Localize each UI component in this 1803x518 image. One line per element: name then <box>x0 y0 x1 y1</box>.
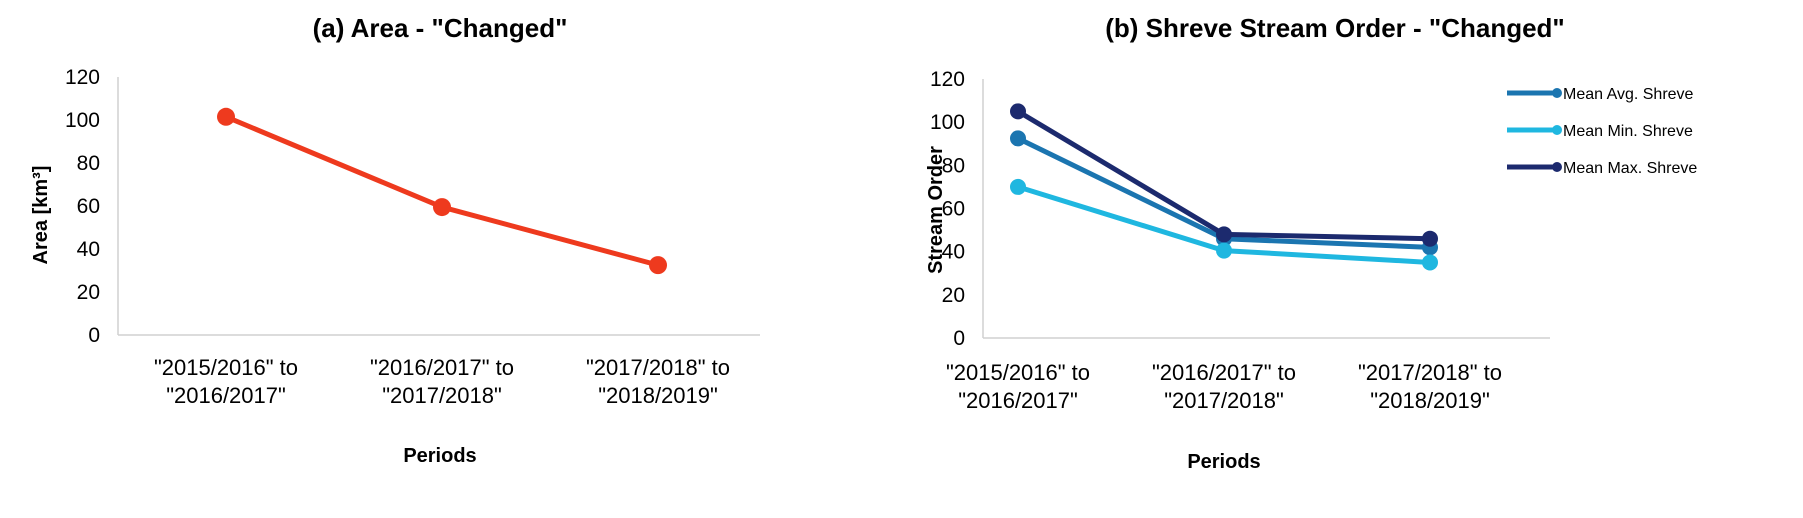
y-tick-label: 40 <box>77 238 100 261</box>
y-tick-label: 80 <box>942 154 965 177</box>
y-tick-label: 100 <box>65 109 100 132</box>
data-point <box>433 198 451 217</box>
data-point <box>1422 254 1438 271</box>
data-point <box>1216 242 1232 259</box>
x-category-label: "2017/2018" to <box>1358 360 1502 385</box>
x-category-label: "2018/2019" <box>598 383 718 408</box>
y-tick-label: 20 <box>77 281 100 304</box>
data-point <box>1010 178 1026 195</box>
y-tick-label: 120 <box>65 66 100 89</box>
x-axis-label: Periods <box>403 445 476 467</box>
y-tick-label: 40 <box>942 241 965 264</box>
legend-swatch-marker <box>1552 88 1562 98</box>
x-category-label: "2016/2017" to <box>1152 360 1296 385</box>
legend-entry: Mean Max. Shreve <box>1563 160 1697 177</box>
data-point <box>1422 230 1438 247</box>
shreve-line-chart: (b) Shreve Stream Order - "Changed" Stre… <box>925 13 1697 473</box>
data-point <box>1216 226 1232 243</box>
x-axis-label: Periods <box>1187 451 1260 473</box>
y-tick-label: 20 <box>942 284 965 307</box>
x-category-label: "2018/2019" <box>1370 388 1490 413</box>
series-line <box>223 114 661 268</box>
data-point <box>217 107 235 126</box>
y-tick-label: 120 <box>930 68 965 91</box>
chart-title: (b) Shreve Stream Order - "Changed" <box>1105 13 1565 43</box>
y-axis-label: Area [km³] <box>30 166 52 265</box>
y-tick-label: 80 <box>77 152 100 175</box>
legend-swatch-marker <box>1552 162 1562 172</box>
chart-title: (a) Area - "Changed" <box>313 13 568 43</box>
data-point <box>1010 103 1026 120</box>
y-tick-label: 60 <box>942 198 965 221</box>
x-category-label: "2016/2017" to <box>370 355 514 380</box>
legend-swatch-marker <box>1552 125 1562 135</box>
x-category-label: "2015/2016" to <box>154 355 298 380</box>
x-category-label: "2016/2017" <box>166 383 286 408</box>
series-line <box>1015 108 1433 242</box>
y-tick-label: 0 <box>88 324 100 347</box>
y-tick-label: 100 <box>930 111 965 134</box>
chart-panel-shreve: (b) Shreve Stream Order - "Changed" Stre… <box>900 0 1803 518</box>
data-point <box>1010 130 1026 147</box>
x-category-label: "2015/2016" to <box>946 360 1090 385</box>
x-category-label: "2017/2018" to <box>586 355 730 380</box>
area-line-chart: (a) Area - "Changed" Area [km³] Periods … <box>30 13 760 467</box>
legend-entry: Mean Avg. Shreve <box>1563 86 1694 103</box>
legend-entry: Mean Min. Shreve <box>1563 123 1693 140</box>
y-tick-label: 0 <box>953 327 965 350</box>
data-point <box>649 256 667 275</box>
x-category-label: "2016/2017" <box>958 388 1078 413</box>
chart-panel-area: (a) Area - "Changed" Area [km³] Periods … <box>0 0 900 518</box>
x-category-label: "2017/2018" <box>1164 388 1284 413</box>
y-tick-label: 60 <box>77 195 100 218</box>
x-category-label: "2017/2018" <box>382 383 502 408</box>
y-axis-label: Stream Order <box>925 146 947 274</box>
